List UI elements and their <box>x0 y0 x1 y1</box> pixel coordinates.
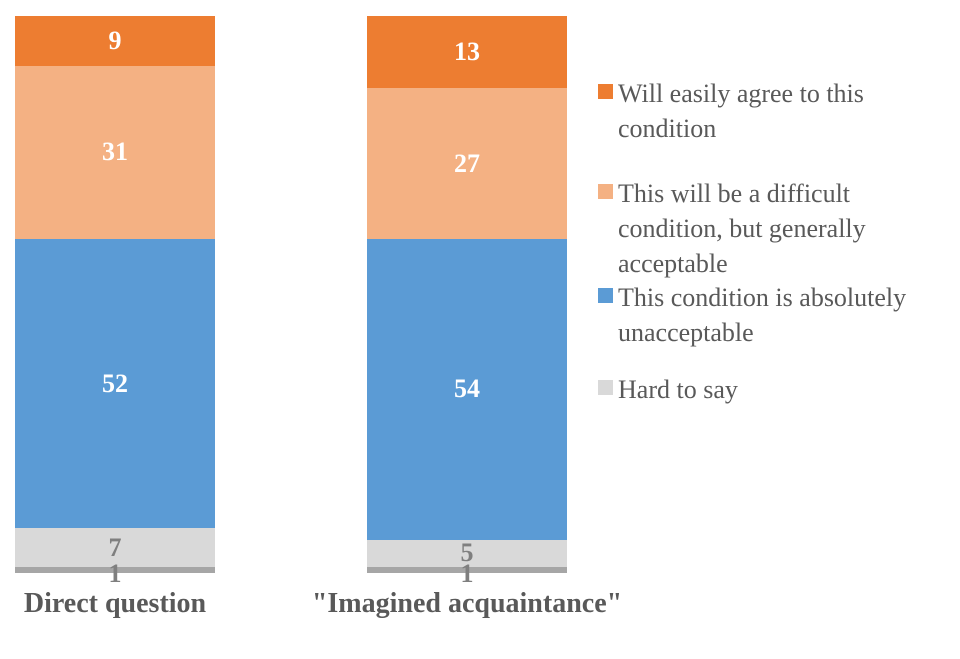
legend-entry-label: Hard to say <box>618 375 738 404</box>
legend-entry: This will be a difficult condition, but … <box>598 176 866 281</box>
bar-column-1: 9 31 52 7 1 <box>15 16 215 588</box>
legend-entry: Will easily agree to this condition <box>598 76 864 146</box>
legend-entry: Hard to say <box>598 372 738 407</box>
legend-swatch-icon <box>598 288 613 303</box>
segment-value-label: 7 <box>108 532 122 562</box>
bar-segment: 27 <box>367 88 567 239</box>
bar-segment: 1 <box>15 560 215 588</box>
legend-swatch-icon <box>598 380 613 395</box>
bar-column-2: 13 27 54 5 1 <box>367 16 567 588</box>
segment-value-label: 52 <box>102 368 128 398</box>
segment-value-label: 1 <box>108 559 122 589</box>
legend-entry-label: This will be a difficult condition, but … <box>618 179 866 278</box>
segment-value-label: 54 <box>454 374 480 404</box>
bar-segment: 52 <box>15 238 215 529</box>
segment-value-label: 5 <box>460 538 474 568</box>
bar-segment: 54 <box>367 238 567 540</box>
category-label: Direct question <box>23 588 207 619</box>
segment-value-label: 31 <box>102 137 128 167</box>
segment-value-label: 13 <box>454 37 480 67</box>
legend-swatch-icon <box>598 184 613 199</box>
bar-segment: 31 <box>15 66 215 239</box>
bar-segment: 9 <box>15 16 215 67</box>
bar-segment: 13 <box>367 16 567 89</box>
legend-entry-label: This condition is absolutely unacceptabl… <box>618 283 907 347</box>
segment-value-label: 27 <box>454 148 480 178</box>
segment-value-label: 9 <box>108 26 122 56</box>
legend-entry-label: Will easily agree to this condition <box>618 79 864 143</box>
bar-segment: 5 <box>367 538 567 568</box>
segment-value-label: 1 <box>460 559 474 589</box>
legend-entry: This condition is absolutely unacceptabl… <box>598 280 906 350</box>
category-label: "Imagined acquaintance" <box>311 588 623 619</box>
bar-segment: 7 <box>15 528 215 568</box>
legend-swatch-icon <box>598 84 613 99</box>
bar-segment: 1 <box>367 560 567 588</box>
